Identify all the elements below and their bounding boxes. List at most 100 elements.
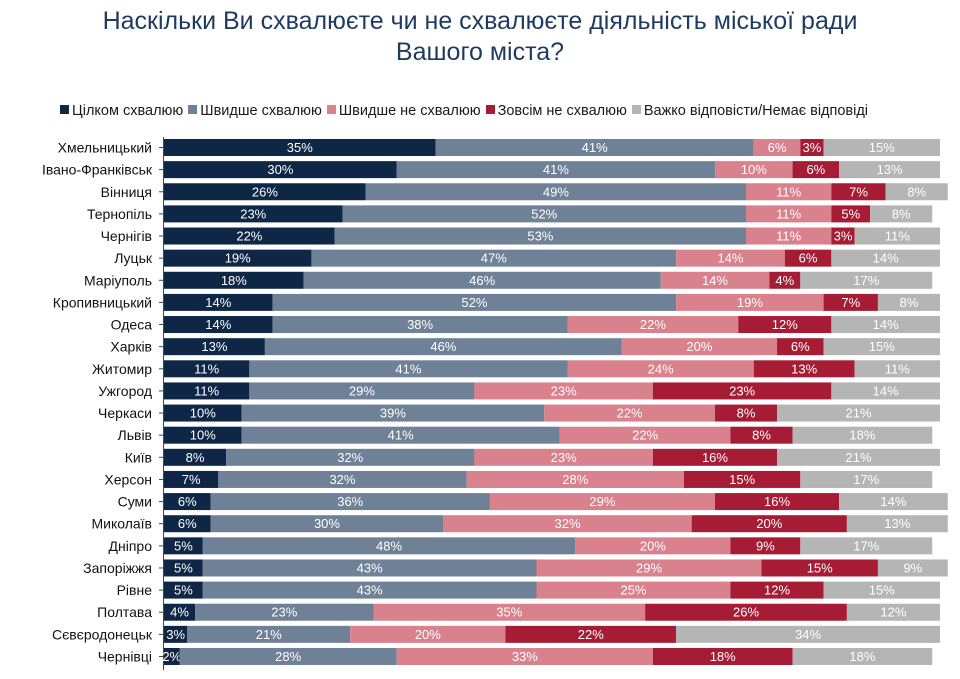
data-label-8-4: 14% xyxy=(873,317,899,332)
data-label-2-4: 8% xyxy=(907,184,926,199)
data-label-15-3: 15% xyxy=(729,472,755,487)
data-label-16-3: 16% xyxy=(764,494,790,509)
data-label-18-1: 48% xyxy=(376,538,402,553)
data-label-12-4: 21% xyxy=(846,406,872,421)
data-label-3-1: 52% xyxy=(531,206,557,221)
data-label-7-4: 8% xyxy=(900,295,919,310)
data-label-10-3: 13% xyxy=(791,361,817,376)
category-label-13: Львів xyxy=(118,427,152,443)
data-label-18-3: 9% xyxy=(756,538,775,553)
data-label-2-1: 49% xyxy=(543,184,569,199)
category-label-10: Житомир xyxy=(92,361,152,377)
data-label-21-1: 23% xyxy=(271,605,297,620)
data-label-20-2: 25% xyxy=(620,583,646,598)
data-label-18-4: 17% xyxy=(853,538,879,553)
category-label-12: Черкаси xyxy=(98,405,152,421)
data-label-5-3: 6% xyxy=(799,251,818,266)
data-label-2-0: 26% xyxy=(252,184,278,199)
data-label-1-2: 10% xyxy=(741,162,767,177)
category-label-7: Кропивницький xyxy=(53,294,152,310)
data-label-23-3: 18% xyxy=(710,649,736,664)
category-label-11: Ужгород xyxy=(98,383,152,399)
data-label-7-3: 7% xyxy=(841,295,860,310)
data-label-7-1: 52% xyxy=(461,295,487,310)
data-label-15-2: 28% xyxy=(562,472,588,487)
data-label-15-1: 32% xyxy=(329,472,355,487)
data-label-9-3: 6% xyxy=(791,339,810,354)
data-label-22-0: 3% xyxy=(166,627,185,642)
data-label-13-2: 22% xyxy=(632,428,658,443)
data-label-10-4: 11% xyxy=(885,361,910,376)
data-label-19-0: 5% xyxy=(174,560,193,575)
category-label-8: Одеса xyxy=(111,317,153,333)
data-label-23-4: 18% xyxy=(849,649,875,664)
data-label-17-1: 30% xyxy=(314,516,340,531)
data-label-4-0: 22% xyxy=(236,229,262,244)
data-label-14-4: 21% xyxy=(846,450,872,465)
data-label-0-1: 41% xyxy=(582,140,608,155)
data-label-19-3: 15% xyxy=(807,560,833,575)
data-label-0-2: 6% xyxy=(768,140,787,155)
data-label-8-0: 14% xyxy=(205,317,231,332)
data-label-16-4: 14% xyxy=(880,494,906,509)
category-label-22: Сєвєродонецьк xyxy=(52,626,153,642)
data-label-18-0: 5% xyxy=(174,538,193,553)
data-label-20-0: 5% xyxy=(174,583,193,598)
category-label-9: Харків xyxy=(110,339,152,355)
data-label-9-4: 15% xyxy=(869,339,895,354)
data-label-14-0: 8% xyxy=(186,450,205,465)
data-label-21-3: 26% xyxy=(733,605,759,620)
data-label-6-0: 18% xyxy=(221,273,247,288)
data-label-5-4: 14% xyxy=(873,251,899,266)
data-label-3-4: 8% xyxy=(892,206,911,221)
data-label-22-4: 34% xyxy=(795,627,821,642)
data-label-21-2: 35% xyxy=(496,605,522,620)
category-label-15: Херсон xyxy=(104,471,152,487)
category-label-0: Хмельницький xyxy=(58,140,152,156)
category-label-16: Суми xyxy=(118,494,152,510)
data-label-23-1: 28% xyxy=(275,649,301,664)
data-label-20-4: 15% xyxy=(869,583,895,598)
data-label-17-2: 32% xyxy=(555,516,581,531)
data-label-16-1: 36% xyxy=(337,494,363,509)
data-label-8-3: 12% xyxy=(772,317,798,332)
data-label-5-2: 14% xyxy=(717,251,743,266)
data-label-3-0: 23% xyxy=(240,206,266,221)
data-label-13-0: 10% xyxy=(190,428,216,443)
data-label-20-3: 12% xyxy=(764,583,790,598)
data-label-11-4: 14% xyxy=(873,383,899,398)
data-label-19-2: 29% xyxy=(636,560,662,575)
category-label-14: Київ xyxy=(125,449,152,465)
data-label-23-0: 2% xyxy=(162,649,181,664)
data-label-14-2: 23% xyxy=(551,450,577,465)
data-label-6-1: 46% xyxy=(469,273,495,288)
data-label-1-4: 13% xyxy=(877,162,903,177)
category-label-3: Тернопіль xyxy=(87,206,152,222)
data-label-11-2: 23% xyxy=(551,383,577,398)
data-label-15-0: 7% xyxy=(182,472,201,487)
data-label-4-4: 11% xyxy=(885,229,910,244)
data-label-7-0: 14% xyxy=(205,295,231,310)
data-label-5-1: 47% xyxy=(481,251,507,266)
category-label-20: Рівне xyxy=(117,582,153,598)
data-label-16-2: 29% xyxy=(589,494,615,509)
data-label-17-3: 20% xyxy=(756,516,782,531)
data-label-4-2: 11% xyxy=(776,229,801,244)
data-label-5-0: 19% xyxy=(225,251,251,266)
data-label-19-1: 43% xyxy=(357,560,383,575)
data-label-14-3: 16% xyxy=(702,450,728,465)
data-label-11-3: 23% xyxy=(729,383,755,398)
data-label-10-2: 24% xyxy=(648,361,674,376)
data-label-11-0: 11% xyxy=(194,383,219,398)
data-label-14-1: 32% xyxy=(337,450,363,465)
data-label-12-0: 10% xyxy=(190,406,216,421)
data-label-2-2: 11% xyxy=(776,184,801,199)
data-label-15-4: 17% xyxy=(853,472,879,487)
data-label-13-1: 41% xyxy=(388,428,414,443)
data-label-2-3: 7% xyxy=(849,184,868,199)
category-label-5: Луцьк xyxy=(114,250,153,266)
data-label-1-0: 30% xyxy=(267,162,293,177)
data-label-22-2: 20% xyxy=(415,627,441,642)
category-label-23: Чернівці xyxy=(98,648,152,664)
data-label-4-3: 3% xyxy=(834,229,853,244)
